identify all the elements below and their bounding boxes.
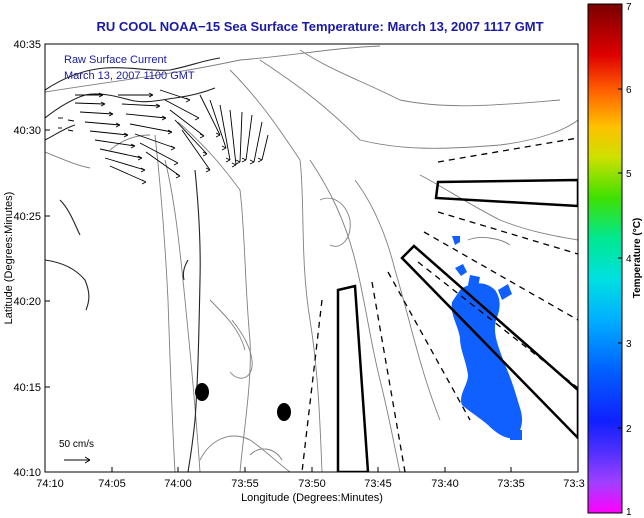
coastline: [45, 57, 221, 472]
x-axis-label: Longitude (Degrees:Minutes): [241, 492, 383, 504]
colorbar-tick-label: 6: [626, 85, 632, 96]
colorbar-label: Temperature (°C): [632, 218, 643, 299]
map-plot-area: [45, 45, 578, 472]
colorbar-tick-label: 5: [626, 169, 632, 180]
current-legend-title: Raw Surface Current: [64, 54, 167, 66]
colorbar-tick-label: 3: [626, 339, 632, 350]
y-axis: [45, 43, 50, 473]
transect-lines: [301, 137, 578, 472]
x-tick-label: 73:50: [298, 478, 326, 490]
x-tick-label: 73:40: [431, 478, 459, 490]
colorbar-tick-label: 4: [626, 254, 632, 265]
scale-bar-arrow: [64, 456, 91, 464]
current-legend-time: March 13, 2007 1100 GMT: [64, 70, 195, 82]
sst-patch: [451, 236, 523, 440]
x-tick-label: 74:05: [98, 478, 126, 490]
station-marker: [195, 383, 209, 401]
y-tick-label: 40:35: [13, 39, 41, 51]
x-tick-label: 73:35: [497, 478, 525, 490]
x-tick-label: 74:00: [164, 478, 192, 490]
x-tick-label: 74:10: [36, 478, 64, 490]
y-axis-label: Latitude (Degrees:Minutes): [3, 192, 15, 325]
colorbar: [587, 3, 623, 514]
colorbar-tick-label: 7: [626, 2, 632, 13]
colorbar-ticks: [618, 88, 622, 429]
y-tick-label: 40:20: [13, 296, 41, 308]
colorbar-tick-label: 1: [626, 507, 632, 518]
x-axis: [44, 467, 579, 472]
map-title: RU COOL NOAA−15 Sea Surface Temperature:…: [96, 19, 543, 34]
x-tick-label: 73:3: [563, 478, 584, 490]
region-outlines: [336, 178, 578, 472]
y-tick-label: 40:25: [13, 211, 41, 223]
x-tick-label: 73:45: [364, 478, 392, 490]
surface-current-vectors: [58, 89, 269, 185]
x-tick-label: 73:55: [231, 478, 259, 490]
colorbar-tick-label: 2: [626, 424, 632, 435]
y-tick-label: 40:15: [13, 382, 41, 394]
y-tick-label: 40:10: [13, 467, 41, 479]
y-tick-label: 40:30: [13, 125, 41, 137]
bathymetry-contours: [45, 45, 578, 472]
station-marker: [277, 403, 291, 421]
scale-bar-label: 50 cm/s: [59, 439, 94, 450]
